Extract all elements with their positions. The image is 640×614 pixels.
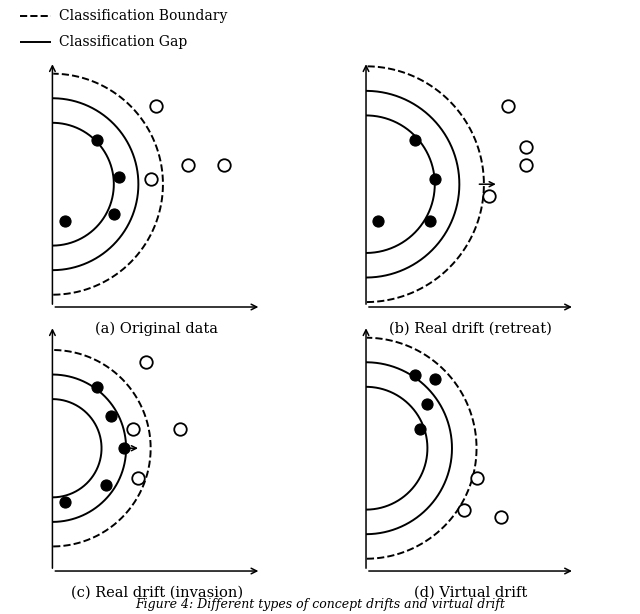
Text: Classification Gap: Classification Gap: [59, 35, 187, 49]
Text: Figure 4: Different types of concept drifts and virtual drift: Figure 4: Different types of concept dri…: [135, 598, 505, 611]
Text: (a) Original data: (a) Original data: [95, 322, 218, 336]
Text: Classification Boundary: Classification Boundary: [59, 9, 227, 23]
Text: (b) Real drift (retreat): (b) Real drift (retreat): [389, 322, 552, 336]
Text: (c) Real drift (invasion): (c) Real drift (invasion): [71, 586, 243, 600]
Text: (d) Virtual drift: (d) Virtual drift: [414, 586, 527, 600]
